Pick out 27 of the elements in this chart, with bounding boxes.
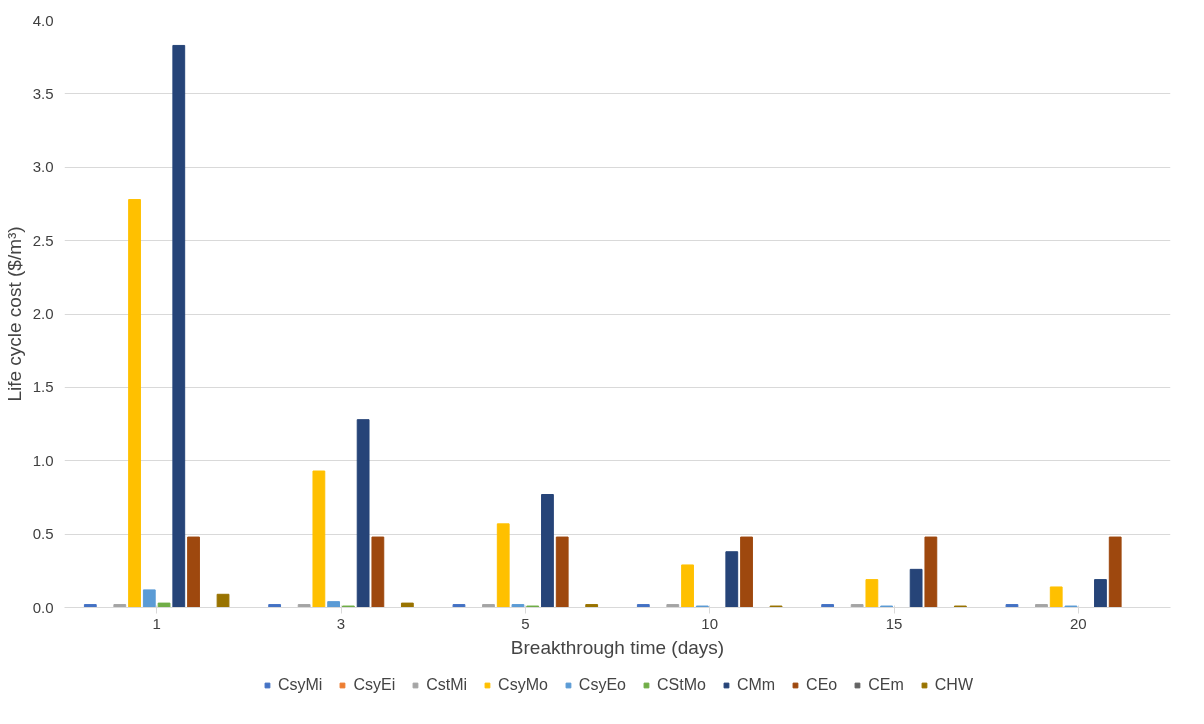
legend-label: CsyMo — [498, 676, 548, 694]
x-tick-label: 10 — [701, 614, 719, 632]
legend-label: CsyMi — [277, 676, 323, 694]
x-tick-label: 1 — [152, 614, 161, 632]
legend-label: CStMo — [656, 676, 706, 694]
x-tick-label: 5 — [521, 614, 530, 632]
legend-label: CHW — [934, 676, 974, 694]
y-tick-label: 1.5 — [32, 378, 54, 396]
y-tick-label: 1.0 — [32, 451, 54, 469]
x-tick-label: 20 — [1069, 614, 1087, 632]
y-tick-label: 2.0 — [32, 305, 54, 322]
y-tick-label: 0.5 — [32, 525, 54, 543]
y-axis-title: Life cycle cost ($/m³) — [3, 226, 25, 402]
x-axis-title: Breakthrough time (days) — [510, 636, 725, 658]
legend-label: CMm — [736, 676, 776, 694]
legend-label: CEo — [806, 676, 838, 694]
legend-label: CstMi — [426, 676, 468, 694]
y-tick-label: 4.0 — [32, 11, 54, 29]
y-tick-label: 0.0 — [32, 598, 54, 616]
legend-label: CEm — [868, 676, 904, 694]
x-tick-label: 3 — [336, 614, 346, 632]
legend-label: CsyEi — [353, 676, 396, 694]
y-tick-label: 3.5 — [32, 84, 54, 102]
y-tick-label: 2.5 — [32, 231, 54, 249]
legend-label: CsyEo — [578, 676, 626, 694]
y-tick-label: 3.0 — [32, 158, 54, 176]
x-tick-label: 15 — [885, 614, 903, 632]
